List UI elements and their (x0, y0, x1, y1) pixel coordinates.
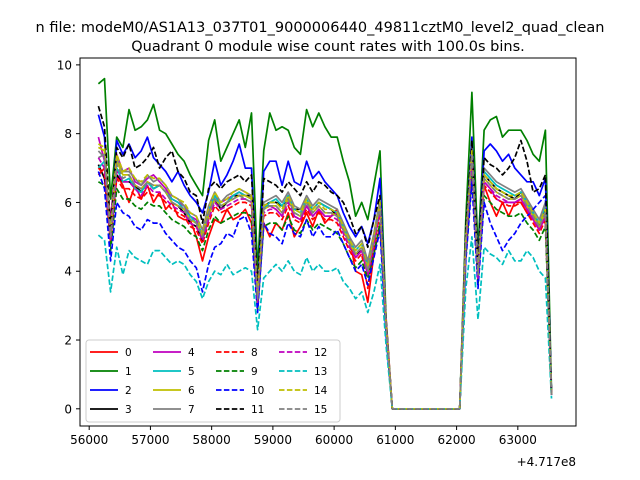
x-tick-label: 57000 (131, 433, 169, 447)
x-tick-label: 59000 (254, 433, 292, 447)
x-tick-label: 60000 (315, 433, 353, 447)
legend-label-9: 9 (251, 366, 258, 378)
plot-area (97, 77, 553, 410)
axes-frame (79, 57, 577, 427)
legend-label-2: 2 (125, 385, 132, 397)
series-line-14 (97, 143, 553, 410)
legend-label-14: 14 (314, 385, 328, 397)
y-tick-label: 4 (64, 265, 72, 279)
x-tick-label: 61000 (376, 433, 414, 447)
y-tick-label: 0 (64, 402, 72, 416)
x-tick-label: 62000 (437, 433, 475, 447)
y-tick-label: 6 (64, 196, 72, 210)
legend-label-11: 11 (251, 404, 264, 416)
series-line-1 (97, 77, 553, 410)
series-line-11 (97, 105, 553, 410)
x-tick-label: 56000 (70, 433, 108, 447)
legend-label-1: 1 (125, 366, 132, 378)
figure-suptitle: n file: modeM0/AS1A13_037T01_9000006440_… (36, 20, 605, 36)
y-tick-label: 8 (64, 127, 72, 141)
x-tick-label: 58000 (193, 433, 231, 447)
series-line-13 (97, 234, 553, 410)
legend-label-12: 12 (314, 347, 327, 359)
y-tick-label: 2 (64, 334, 72, 348)
series-line-8 (97, 163, 553, 410)
legend-label-5: 5 (188, 366, 195, 378)
chart-title: Quadrant 0 module wise count rates with … (131, 39, 525, 55)
y-tick-label: 10 (57, 58, 72, 72)
series-line-9 (97, 174, 553, 410)
series-line-12 (97, 157, 553, 410)
axis-ticks: 56000 57000 58000 59000 60000 61000 62000 63000… (57, 58, 537, 447)
legend-label-15: 15 (314, 404, 327, 416)
legend-label-8: 8 (251, 347, 258, 359)
legend-label-13: 13 (314, 366, 327, 378)
x-tick-label: 63000 (499, 433, 537, 447)
legend-label-4: 4 (188, 347, 195, 359)
legend-label-6: 6 (188, 385, 195, 397)
x-offset-label: +4.717e8 (517, 455, 576, 469)
legend-label-10: 10 (251, 385, 264, 397)
legend-label-3: 3 (125, 404, 132, 416)
series-line-10 (97, 171, 553, 410)
series-line-2 (97, 114, 553, 410)
legend-label-7: 7 (188, 404, 195, 416)
legend-label-0: 0 (125, 347, 132, 359)
series-line-15 (97, 150, 553, 410)
legend-frame (85, 339, 341, 423)
series-line-0 (97, 156, 553, 410)
